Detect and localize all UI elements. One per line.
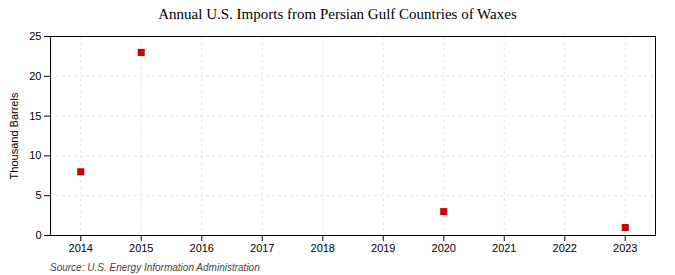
html-text:Annual U.S. Imports from Persi: Annual U.S. Imports from Persian Gulf Co… <box>158 6 517 22</box>
svg-text:2014: 2014 <box>69 242 93 254</box>
svg-text:Thousand Barrels: Thousand Barrels <box>8 92 20 179</box>
svg-text:0: 0 <box>35 229 41 241</box>
html-text:Source: U.S. Energy Informatio: Source: U.S. Energy Information Administ… <box>50 262 260 273</box>
svg-text:2019: 2019 <box>371 242 395 254</box>
svg-text:2016: 2016 <box>190 242 214 254</box>
svg-text:10: 10 <box>29 149 41 161</box>
svg-text:20: 20 <box>29 70 41 82</box>
svg-text:25: 25 <box>29 30 41 42</box>
svg-text:2023: 2023 <box>613 242 637 254</box>
svg-text:2017: 2017 <box>250 242 274 254</box>
svg-text:5: 5 <box>35 189 41 201</box>
svg-text:2020: 2020 <box>432 242 456 254</box>
svg-text:2022: 2022 <box>553 242 577 254</box>
svg-text:15: 15 <box>29 110 41 122</box>
svg-text:2015: 2015 <box>129 242 153 254</box>
svg-text:2018: 2018 <box>311 242 335 254</box>
svg-text:2021: 2021 <box>492 242 516 254</box>
